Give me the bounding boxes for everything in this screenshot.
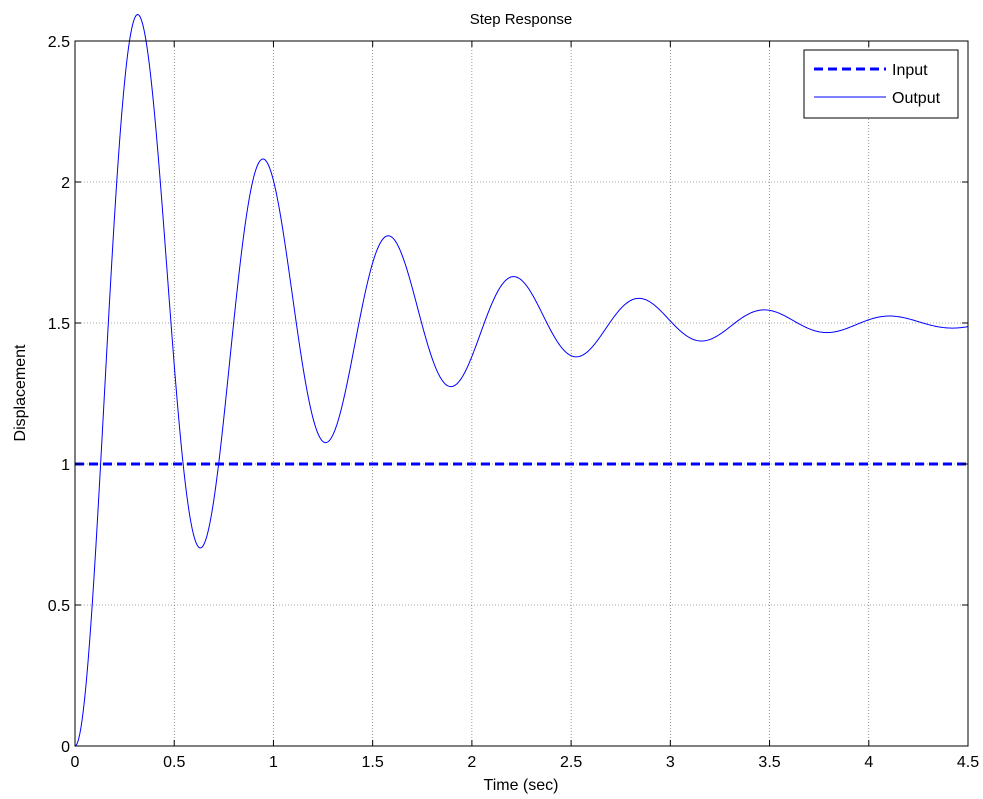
y-tick-label: 2 bbox=[61, 175, 70, 192]
axis-ticks: 0 0.5 1 1.5 2 2.5 3 3.5 4 4.5 0 0.5 1 1.5 2 2.5 bbox=[48, 34, 979, 771]
x-tick-label: 1.5 bbox=[362, 754, 384, 771]
x-tick-label: 0.5 bbox=[163, 754, 185, 771]
x-tick-label: 2.5 bbox=[560, 754, 582, 771]
plot-frame bbox=[74, 40, 969, 747]
x-tick-label: 4 bbox=[864, 754, 873, 771]
x-tick-label: 0 bbox=[71, 754, 80, 771]
legend-label-output: Output bbox=[892, 90, 941, 107]
x-tick-label: 1 bbox=[269, 754, 278, 771]
y-axis-label: Displacement bbox=[12, 344, 29, 441]
y-tick-label: 2.5 bbox=[48, 34, 70, 51]
x-axis-label: Time (sec) bbox=[484, 777, 559, 794]
x-tick-label: 3.5 bbox=[758, 754, 780, 771]
series-line-output bbox=[74, 14, 969, 747]
legend-box bbox=[803, 49, 959, 119]
y-tick-label: 1.5 bbox=[48, 316, 70, 333]
chart-title: Step Response bbox=[470, 11, 573, 28]
x-tick-label: 4.5 bbox=[957, 754, 979, 771]
y-tick-label: 0.5 bbox=[48, 598, 70, 615]
y-tick-label: 1 bbox=[61, 457, 70, 474]
legend: Input Output bbox=[803, 49, 959, 119]
x-tick-label: 3 bbox=[666, 754, 675, 771]
legend-label-input: Input bbox=[892, 62, 928, 79]
plot-series bbox=[74, 14, 969, 747]
x-tick-label: 2 bbox=[467, 754, 476, 771]
y-tick-label: 0 bbox=[61, 739, 70, 756]
